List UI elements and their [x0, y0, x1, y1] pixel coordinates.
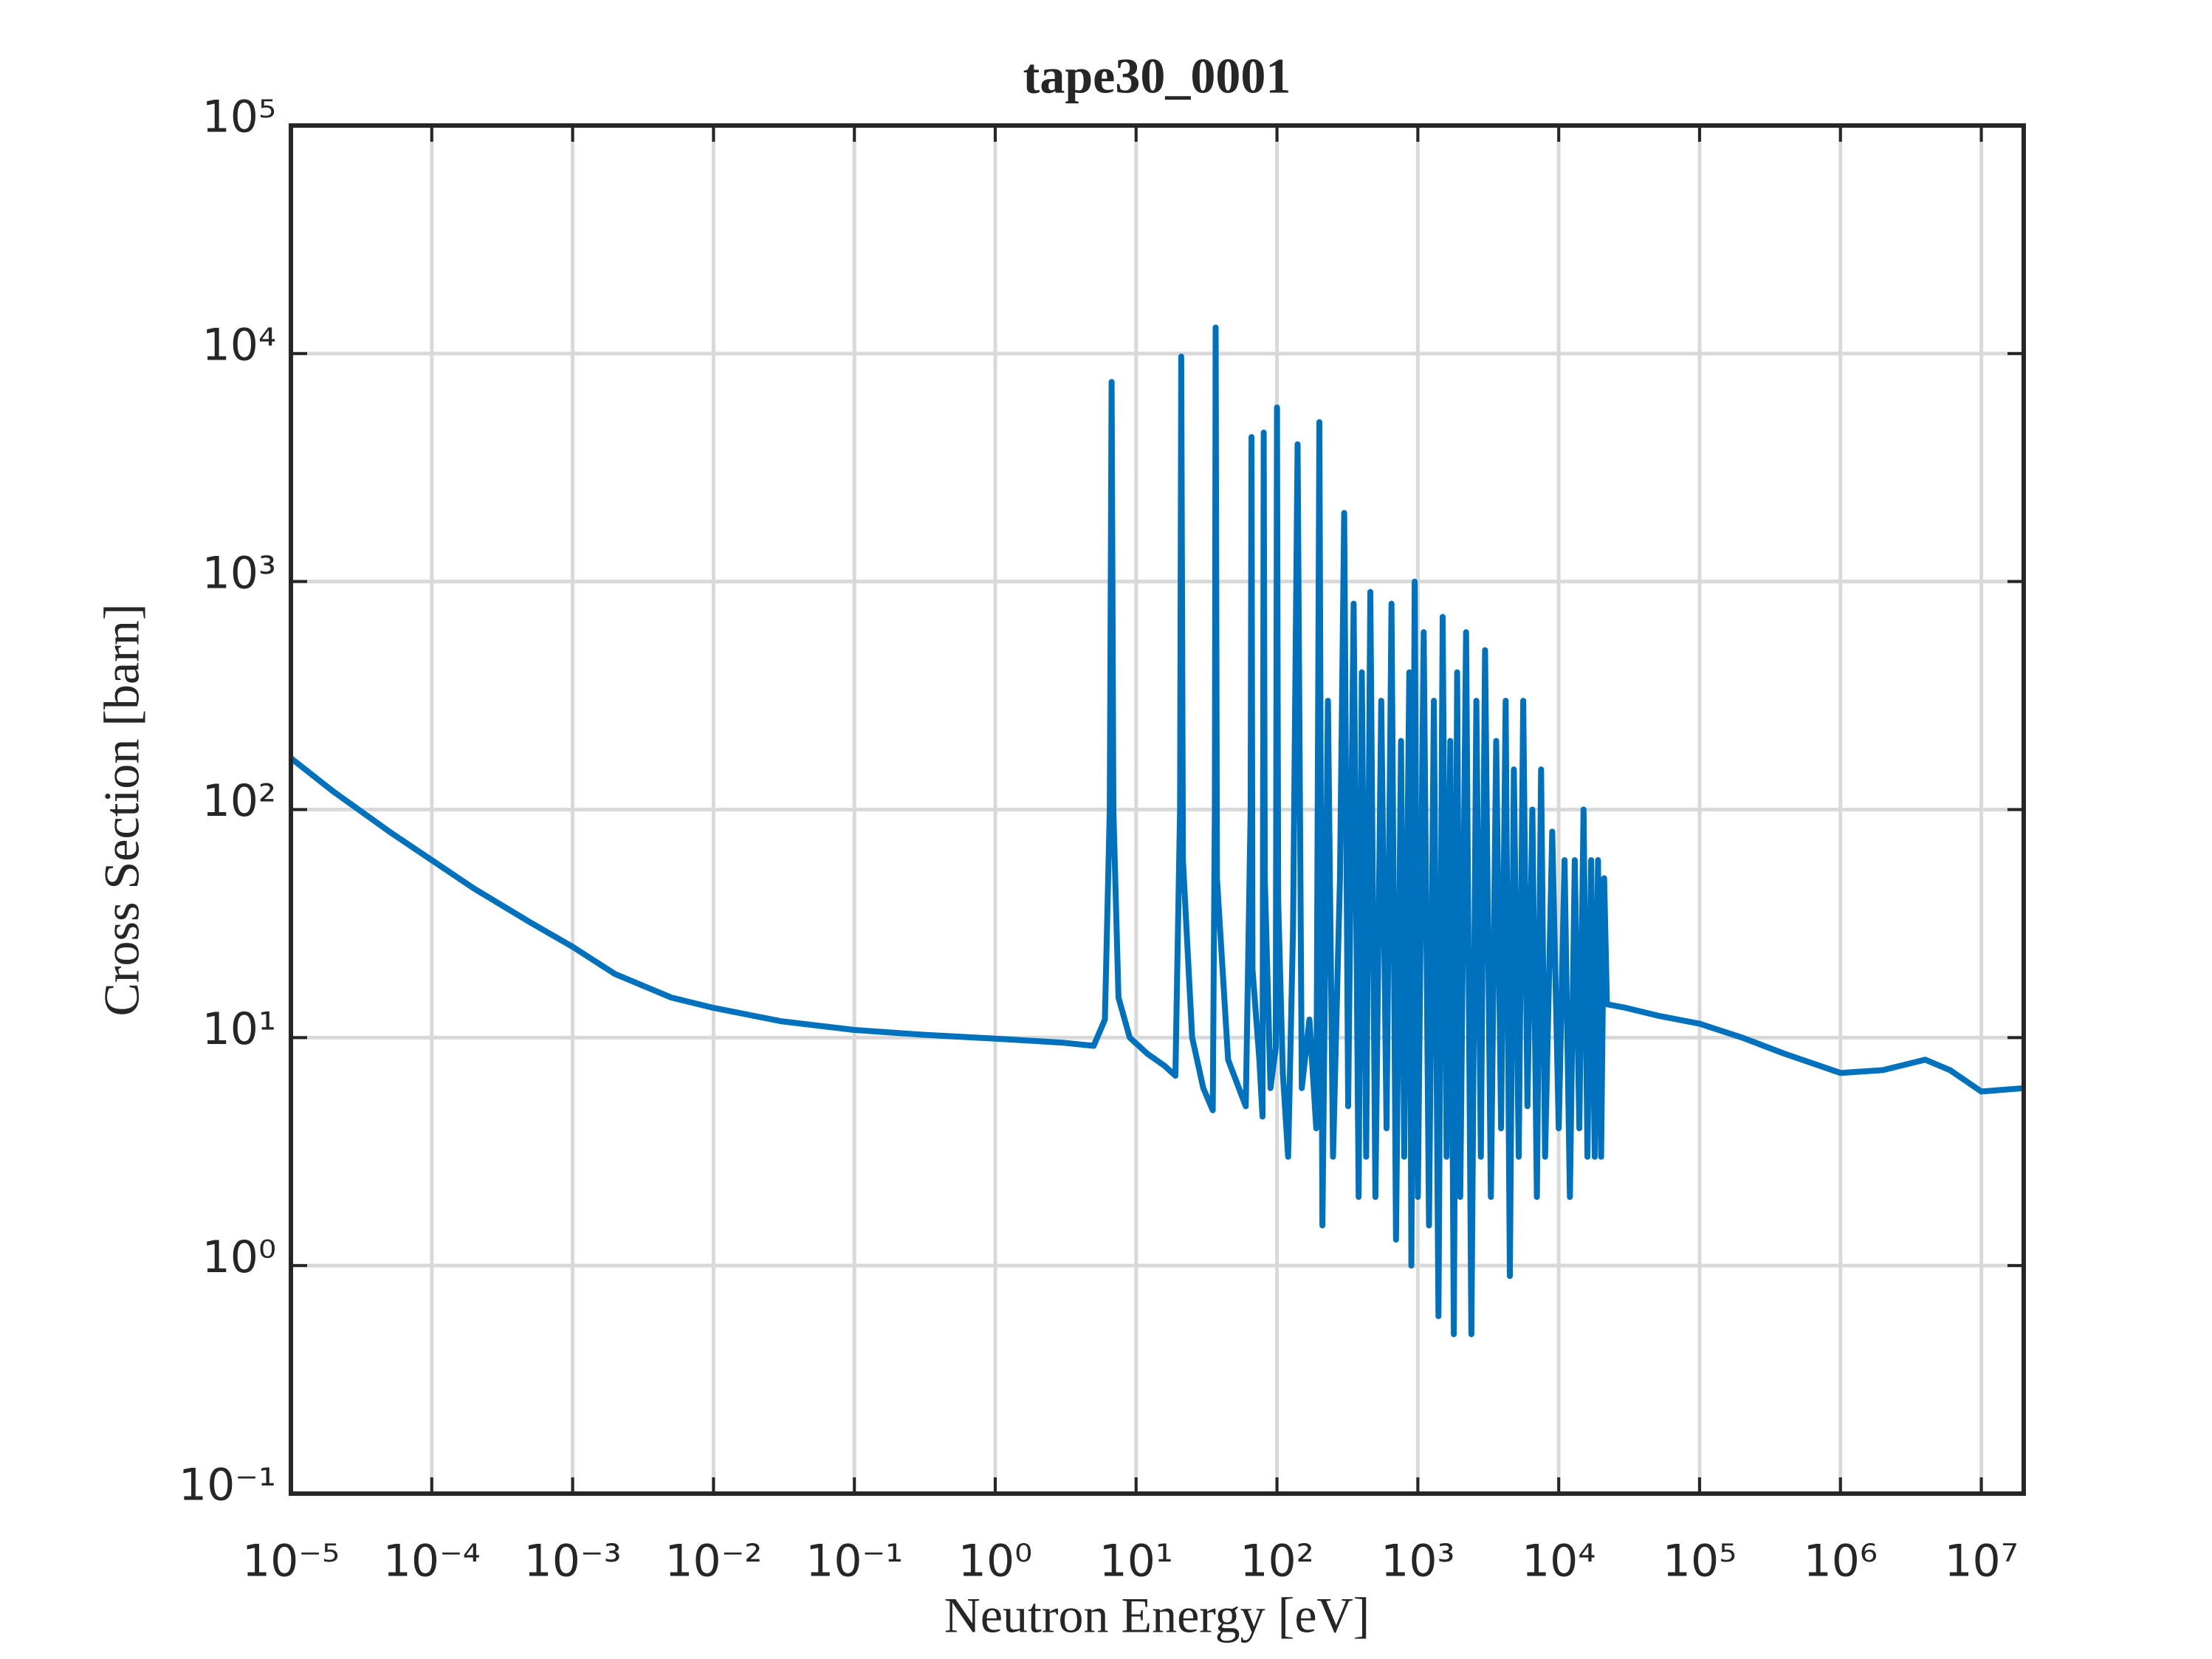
chart-title: tape30_0001	[1023, 48, 1291, 104]
x-tick-label: 10⁻¹	[806, 1536, 903, 1587]
x-tick-label: 10⁻³	[524, 1536, 622, 1587]
y-tick-label: 10⁴	[202, 319, 276, 371]
y-tick-label: 10¹	[202, 1003, 276, 1055]
y-tick-label: 10³	[202, 547, 276, 599]
y-tick-label: 10⁰	[202, 1232, 276, 1283]
x-tick-label: 10⁻⁴	[383, 1536, 481, 1587]
y-tick-label: 10⁵	[202, 92, 276, 143]
y-tick-label: 10⁻¹	[179, 1460, 276, 1511]
x-tick-label: 10³	[1381, 1536, 1454, 1587]
data-line	[289, 324, 2024, 1338]
y-tick-label: 10²	[202, 775, 276, 827]
x-tick-label: 10⁻⁵	[242, 1536, 340, 1587]
x-tick-label: 10²	[1240, 1536, 1313, 1587]
x-tick-label: 10⁰	[958, 1536, 1032, 1587]
x-tick-label: 10⁻²	[664, 1536, 762, 1587]
y-axis-label: Cross Section [barn]	[94, 603, 150, 1016]
x-axis-label: Neutron Energy [eV]	[944, 1587, 1370, 1643]
x-tick-label: 10⁶	[1804, 1536, 1878, 1587]
x-tick-label: 10⁵	[1663, 1536, 1737, 1587]
x-tick-label: 10⁷	[1944, 1536, 2018, 1587]
plot-frame	[289, 123, 2026, 1496]
x-tick-label: 10¹	[1099, 1536, 1173, 1587]
x-tick-label: 10⁴	[1522, 1536, 1596, 1587]
